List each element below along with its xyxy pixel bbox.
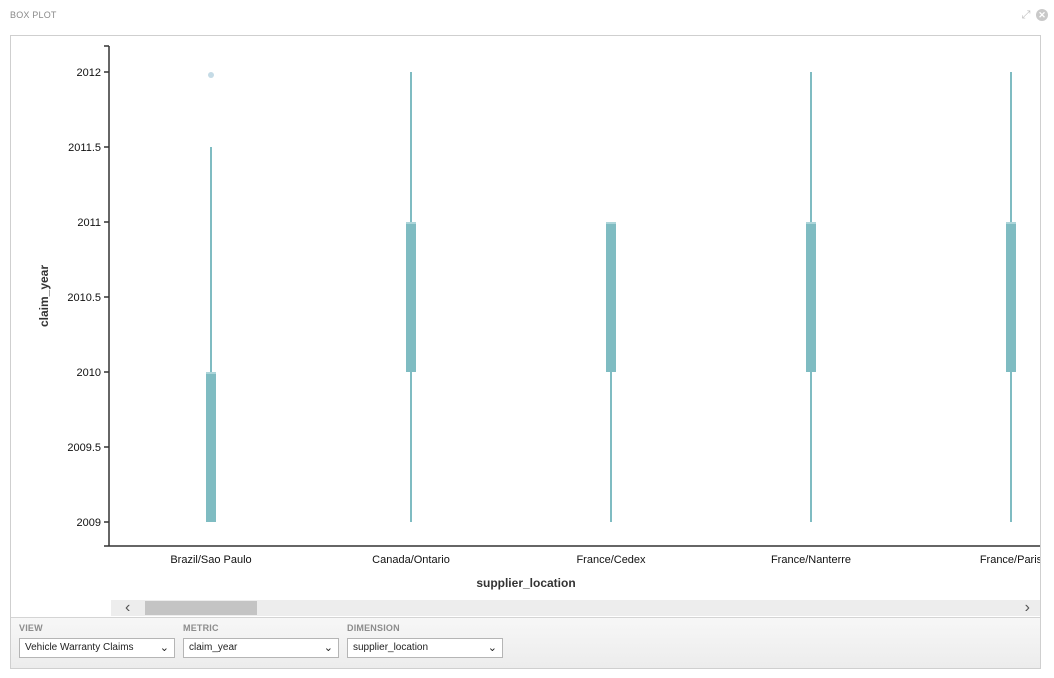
chart-frame: 2009 2009.5 2010 2010.5 2011 2011.5 2012 Brazi… [10, 35, 1041, 669]
scroll-right-icon[interactable]: › [1024, 599, 1030, 616]
box-group[interactable] [406, 72, 416, 522]
chevron-down-icon: ⌄ [323, 642, 333, 654]
close-icon[interactable]: ✕ [1036, 9, 1048, 21]
y-tick-label: 2010 [77, 367, 101, 379]
y-axis: 2009 2009.5 2010 2010.5 2011 2011.5 2012 [67, 45, 110, 547]
box [1006, 222, 1016, 372]
x-tick-label: Brazil/Sao Paulo [170, 554, 251, 566]
y-tick-label: 2011 [77, 217, 101, 229]
panel-title: BOX PLOT [10, 10, 57, 20]
x-tick-label: France/Paris [980, 554, 1040, 566]
x-axis-label: supplier_location [476, 576, 575, 590]
scroll-thumb[interactable] [145, 601, 257, 615]
box-group[interactable] [806, 72, 816, 522]
expand-icon[interactable]: ⤢ [1021, 9, 1031, 21]
y-axis-label: claim_year [37, 265, 51, 327]
boxes [206, 72, 1016, 522]
box [406, 222, 416, 372]
box-group[interactable] [206, 72, 216, 522]
box-group[interactable] [606, 222, 616, 522]
box [806, 222, 816, 372]
view-label: VIEW [19, 623, 43, 633]
scroll-left-icon[interactable]: ‹ [125, 599, 131, 616]
metric-select[interactable]: claim_year ⌄ [183, 638, 339, 658]
dimension-select-value: supplier_location [353, 642, 429, 653]
x-tick-label: France/Cedex [576, 554, 646, 566]
y-tick-label: 2009.5 [67, 442, 101, 454]
x-axis: Brazil/Sao Paulo Canada/Ontario France/Ced… [109, 545, 1040, 566]
box-group[interactable] [1006, 72, 1016, 522]
metric-label: METRIC [183, 623, 219, 633]
view-select-value: Vehicle Warranty Claims [25, 642, 134, 653]
view-select[interactable]: Vehicle Warranty Claims ⌄ [19, 638, 175, 658]
controls-bar: VIEW Vehicle Warranty Claims ⌄ METRIC cl… [11, 617, 1040, 668]
dimension-select[interactable]: supplier_location ⌄ [347, 638, 503, 658]
x-tick-label: Canada/Ontario [372, 554, 450, 566]
metric-select-value: claim_year [189, 642, 238, 653]
y-tick-label: 2010.5 [67, 292, 101, 304]
dimension-control: DIMENSION supplier_location ⌄ [347, 623, 503, 658]
chevron-down-icon: ⌄ [487, 642, 497, 654]
box-plot-chart: 2009 2009.5 2010 2010.5 2011 2011.5 2012 Brazi… [37, 45, 1040, 590]
x-tick-label: France/Nanterre [771, 554, 851, 566]
window-controls: ⤢ ✕ [1020, 9, 1048, 21]
y-tick-label: 2009 [77, 517, 101, 529]
box [206, 372, 216, 522]
y-tick-label: 2012 [77, 67, 101, 79]
metric-control: METRIC claim_year ⌄ [183, 623, 339, 658]
view-control: VIEW Vehicle Warranty Claims ⌄ [19, 623, 175, 658]
y-tick-label: 2011.5 [68, 142, 101, 154]
dimension-label: DIMENSION [347, 623, 400, 633]
outlier-point [208, 72, 214, 78]
chevron-down-icon: ⌄ [159, 642, 169, 654]
box [606, 222, 616, 372]
horizontal-scrollbar[interactable]: ‹ › [111, 600, 1040, 616]
